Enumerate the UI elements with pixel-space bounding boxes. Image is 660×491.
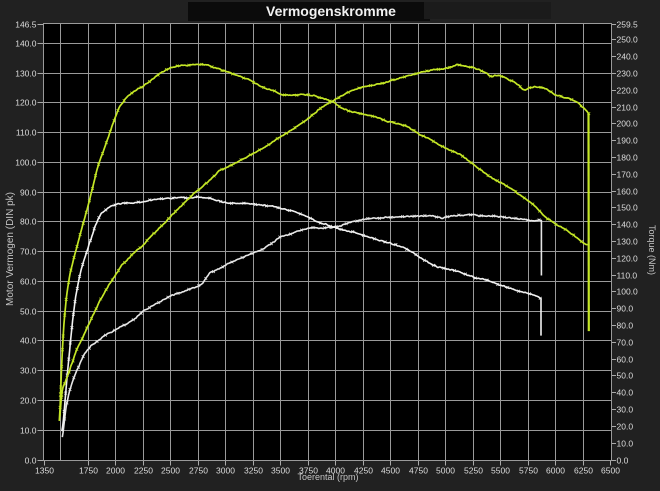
svg-text:146.5: 146.5 [15, 20, 37, 30]
svg-text:2250: 2250 [134, 466, 153, 476]
svg-text:259.5: 259.5 [617, 20, 639, 30]
svg-text:90.0: 90.0 [20, 188, 37, 198]
svg-text:40.0: 40.0 [20, 336, 37, 346]
svg-text:80.0: 80.0 [617, 321, 634, 331]
svg-text:4250: 4250 [354, 466, 373, 476]
svg-text:5000: 5000 [436, 466, 455, 476]
svg-text:1350: 1350 [35, 466, 54, 476]
svg-text:50.0: 50.0 [20, 307, 37, 317]
svg-text:20.0: 20.0 [20, 396, 37, 406]
svg-text:90.0: 90.0 [617, 304, 634, 314]
svg-text:60.0: 60.0 [20, 277, 37, 287]
svg-text:3500: 3500 [271, 466, 290, 476]
svg-text:10.0: 10.0 [617, 439, 634, 449]
svg-text:5500: 5500 [491, 466, 510, 476]
svg-text:10.0: 10.0 [20, 426, 37, 436]
svg-text:30.0: 30.0 [617, 405, 634, 415]
svg-text:Motor Vermogen (DIN pk): Motor Vermogen (DIN pk) [5, 192, 16, 306]
svg-text:240.0: 240.0 [617, 52, 639, 62]
svg-text:40.0: 40.0 [617, 388, 634, 398]
svg-text:0.0: 0.0 [617, 456, 629, 466]
svg-text:6250: 6250 [574, 466, 593, 476]
svg-text:180.0: 180.0 [617, 153, 639, 163]
svg-text:140.0: 140.0 [617, 220, 639, 230]
svg-text:5250: 5250 [464, 466, 483, 476]
svg-text:6500: 6500 [601, 466, 620, 476]
svg-text:30.0: 30.0 [20, 366, 37, 376]
svg-text:3250: 3250 [244, 466, 263, 476]
svg-text:2500: 2500 [161, 466, 180, 476]
svg-text:110.0: 110.0 [617, 271, 638, 281]
svg-text:150.0: 150.0 [617, 203, 639, 213]
svg-text:0.0: 0.0 [25, 456, 37, 466]
svg-text:190.0: 190.0 [617, 136, 639, 146]
svg-text:120.0: 120.0 [15, 98, 37, 108]
svg-text:2000: 2000 [106, 466, 125, 476]
svg-text:3000: 3000 [216, 466, 235, 476]
svg-text:70.0: 70.0 [20, 247, 37, 257]
svg-text:Torque (Nm): Torque (Nm) [647, 225, 657, 275]
svg-text:70.0: 70.0 [617, 338, 634, 348]
svg-text:140.0: 140.0 [15, 39, 37, 49]
svg-text:4000: 4000 [326, 466, 345, 476]
svg-text:1750: 1750 [79, 466, 98, 476]
svg-text:5750: 5750 [519, 466, 538, 476]
svg-text:250.0: 250.0 [617, 35, 639, 45]
svg-text:120.0: 120.0 [617, 254, 639, 264]
svg-text:100.0: 100.0 [15, 158, 37, 168]
svg-text:2750: 2750 [189, 466, 208, 476]
svg-text:160.0: 160.0 [617, 187, 639, 197]
svg-text:170.0: 170.0 [617, 170, 639, 180]
svg-text:100.0: 100.0 [617, 287, 639, 297]
svg-text:130.0: 130.0 [15, 69, 37, 79]
svg-text:3750: 3750 [299, 466, 318, 476]
svg-text:80.0: 80.0 [20, 217, 37, 227]
svg-text:60.0: 60.0 [617, 355, 634, 365]
svg-text:Vermogenskromme: Vermogenskromme [266, 3, 396, 19]
svg-text:4500: 4500 [381, 466, 400, 476]
svg-text:4750: 4750 [409, 466, 428, 476]
svg-text:220.0: 220.0 [617, 86, 639, 96]
svg-text:Toerental (rpm): Toerental (rpm) [297, 472, 358, 482]
svg-text:130.0: 130.0 [617, 237, 639, 247]
svg-text:50.0: 50.0 [617, 371, 634, 381]
svg-text:110.0: 110.0 [16, 128, 37, 138]
svg-text:200.0: 200.0 [617, 119, 639, 129]
svg-text:210.0: 210.0 [617, 103, 639, 113]
svg-text:20.0: 20.0 [617, 422, 634, 432]
svg-text:230.0: 230.0 [617, 69, 639, 79]
svg-text:6000: 6000 [546, 466, 565, 476]
